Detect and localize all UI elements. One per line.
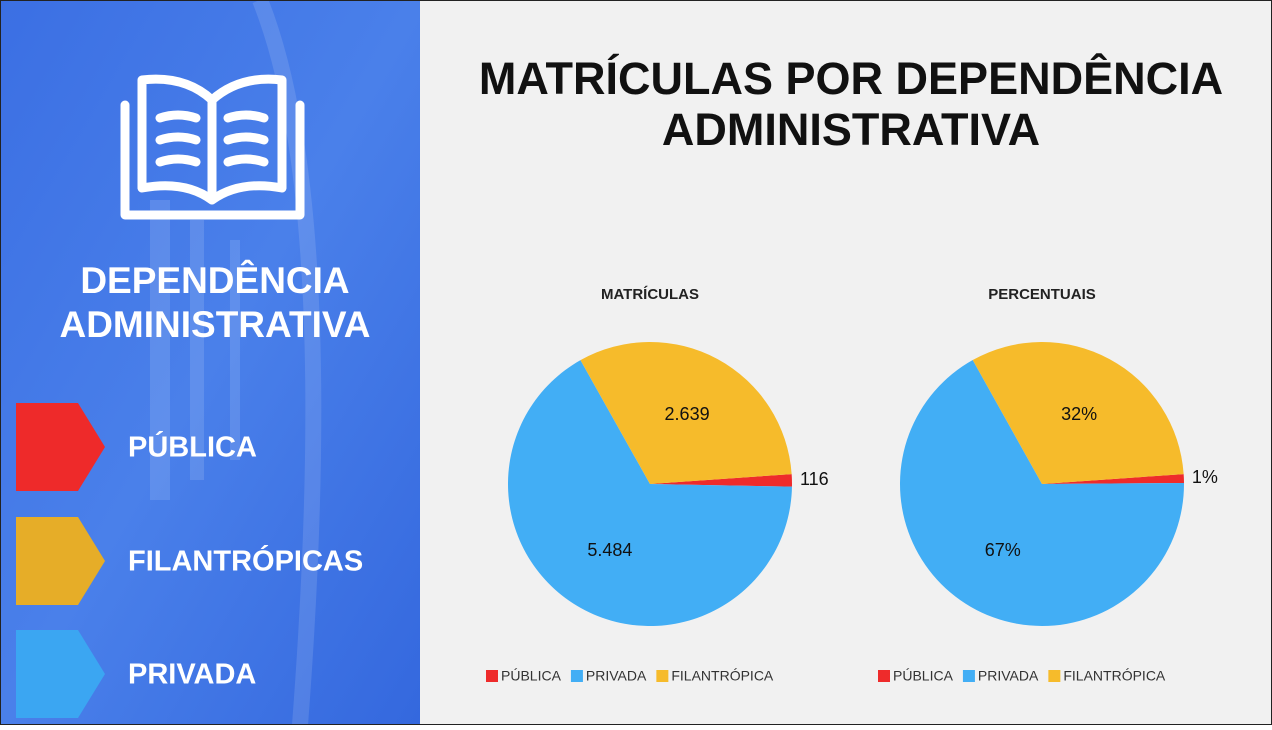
sidebar-texture [150, 0, 322, 726]
chart-title: MATRÍCULAS [601, 286, 699, 303]
legend-label: FILANTRÓPICA [671, 668, 774, 684]
sidebar-item-label: FILANTRÓPICAS [128, 544, 363, 578]
sidebar-title: DEPENDÊNCIA [80, 259, 349, 301]
data-label: 32% [1061, 404, 1097, 424]
legend-swatch [570, 670, 583, 682]
pie-slice [580, 342, 792, 484]
pie-slice [507, 360, 792, 627]
pie-slice [650, 474, 792, 487]
sidebar-item-label: PRIVADA [128, 659, 256, 691]
legend-label: PRIVADA [586, 668, 647, 684]
data-label: 1% [1192, 467, 1218, 487]
legend-swatch [1048, 670, 1061, 682]
pie-slice [1042, 474, 1184, 484]
pie-slice [900, 360, 1184, 626]
page-title: MATRÍCULAS POR DEPENDÊNCIA [479, 53, 1223, 104]
chevron [16, 403, 105, 491]
chevron [16, 630, 105, 718]
legend-swatch [486, 670, 498, 682]
sidebar-title: ADMINISTRATIVA [59, 304, 370, 345]
page-title: ADMINISTRATIVA [662, 104, 1040, 155]
book-icon [120, 74, 305, 220]
legend-label: PÚBLICA [893, 668, 954, 684]
sidebar-item-label: PÚBLICA [128, 430, 257, 464]
pie-slice [972, 342, 1184, 484]
legend-swatch [656, 670, 669, 682]
legend-swatch [878, 670, 890, 682]
data-label: 5.484 [587, 540, 632, 560]
chart-title: PERCENTUAIS [988, 286, 1096, 303]
data-label: 116 [800, 469, 829, 489]
legend-label: FILANTRÓPICA [1063, 668, 1166, 684]
legend-swatch [962, 670, 975, 682]
legend-label: PRIVADA [978, 668, 1039, 684]
data-label: 67% [985, 540, 1021, 560]
legend-label: PÚBLICA [501, 668, 562, 684]
chevron [16, 517, 105, 605]
data-label: 2.639 [665, 404, 710, 424]
